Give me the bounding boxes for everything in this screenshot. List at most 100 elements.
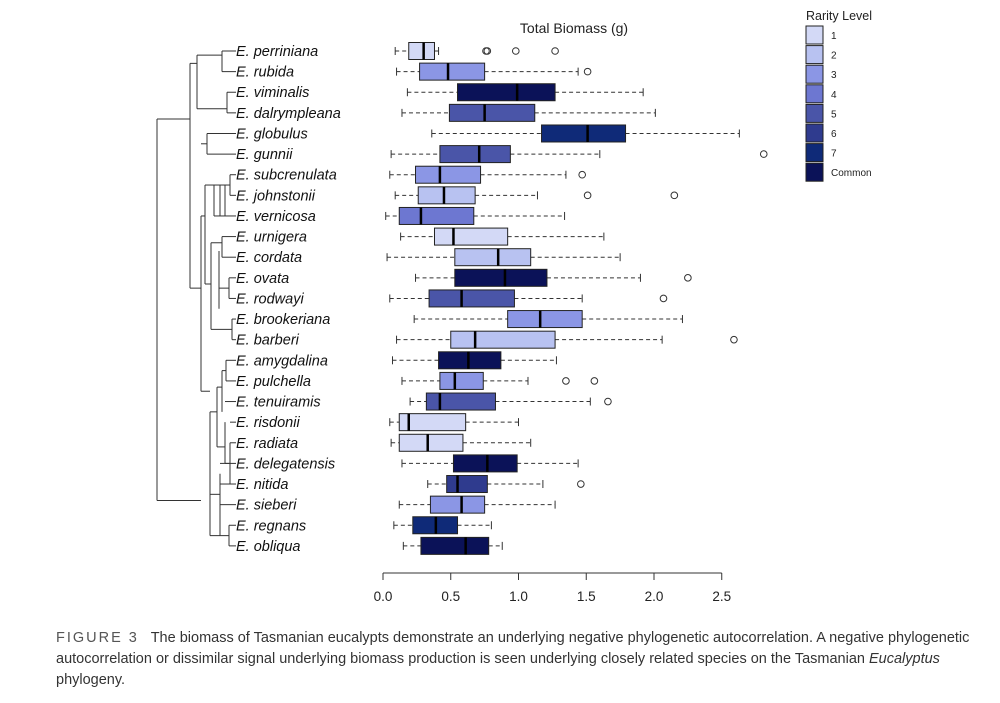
boxplot-e-cordata [386, 248, 621, 267]
boxplot-e-urnigera [400, 227, 605, 246]
boxplot-e-dalrympleana [401, 103, 656, 122]
box-iqr [457, 83, 556, 102]
box-iqr [541, 124, 627, 143]
species-label-e-vernicosa: E. vernicosa [236, 209, 316, 225]
boxplot-e-amygdalina [391, 351, 557, 370]
outlier-point [511, 47, 520, 55]
species-label-e-rodwayi: E. rodwayi [236, 291, 304, 307]
outlier-point [577, 480, 585, 488]
boxplot-e-pulchella [401, 371, 599, 390]
legend-swatch-5 [805, 103, 824, 123]
boxplot-e-brookeriana [413, 310, 683, 329]
species-label-e-brookeriana: E. brookeriana [236, 312, 330, 328]
species-label-e-regnans: E. regnans [236, 518, 306, 534]
boxplot-e-viminalis [406, 83, 644, 102]
outlier-point [578, 170, 586, 179]
legend-label-1: 1 [831, 31, 837, 42]
outlier-point [590, 377, 599, 385]
legend-swatch-7 [805, 143, 824, 163]
boxplot-e-subcrenulata [389, 165, 586, 184]
species-label-e-pulchella: E. pulchella [236, 374, 311, 390]
legend-swatch-3 [805, 64, 824, 84]
box-iqr [408, 42, 435, 60]
outlier-point [562, 377, 570, 385]
species-label-e-amygdalina: E. amygdalina [236, 353, 328, 369]
figure-caption: FIGURE 3 The biomass of Tasmanian eucaly… [56, 628, 976, 691]
outlier-point [583, 191, 592, 200]
outlier-point [730, 335, 738, 344]
species-label-e-perriniana: E. perriniana [236, 44, 318, 60]
box-iqr [454, 268, 548, 287]
x-tick-label: 1.5 [577, 589, 596, 604]
box-iqr [452, 454, 518, 473]
x-tick-label: 2.0 [645, 589, 664, 604]
box-iqr [419, 62, 486, 81]
boxplot-e-regnans [393, 516, 492, 535]
boxplot-e-sieberi [398, 495, 556, 514]
x-axis: 0.0 0.5 1.0 1.5 2.0 2.5 [374, 572, 731, 604]
boxplot-e-globulus [431, 124, 740, 143]
boxplot-area [385, 42, 768, 555]
box-iqr [398, 413, 467, 432]
boxplot-e-risdonii [389, 413, 519, 432]
boxplot-e-gunnii [390, 145, 768, 164]
phylogeny-tree [156, 50, 236, 547]
boxplot-e-obliqua [402, 536, 503, 555]
box-iqr [454, 248, 532, 267]
legend-label-2: 2 [831, 51, 837, 62]
legend-title: Rarity Level [806, 9, 872, 23]
boxplot-e-vernicosa [385, 206, 566, 225]
legend-label-7: 7 [831, 149, 837, 160]
caption-italic: Eucalyptus [868, 651, 940, 667]
boxplot-e-rodwayi [389, 289, 668, 308]
box-iqr [433, 227, 509, 246]
legend-label-3: 3 [831, 70, 837, 81]
species-label-e-cordata: E. cordata [236, 250, 302, 266]
legend-swatch-4 [805, 84, 824, 104]
species-label-e-dalrympleana: E. dalrympleana [236, 106, 341, 122]
species-label-e-rubida: E. rubida [236, 65, 294, 81]
boxplot-e-nitida [427, 475, 585, 494]
box-iqr [438, 351, 502, 370]
box-iqr [446, 475, 488, 494]
x-tick-label: 0.0 [374, 589, 393, 604]
box-iqr [415, 165, 482, 184]
boxplot-e-barberi [396, 330, 738, 349]
legend-swatch-common [805, 162, 824, 182]
outlier-point [684, 274, 692, 282]
species-label-e-risdonii: E. risdonii [236, 415, 300, 431]
outlier-point [659, 294, 668, 303]
boxplot-e-perriniana [394, 42, 559, 60]
boxplot-e-delegatensis [401, 454, 579, 473]
caption-label: FIGURE 3 [56, 630, 139, 646]
species-label-e-obliqua: E. obliqua [236, 539, 301, 555]
box-iqr [420, 536, 490, 555]
legend: Rarity Level 1 2 3 4 5 6 7 Common [805, 9, 872, 182]
species-label-e-urnigera: E. urnigera [236, 230, 307, 246]
species-label-e-sieberi: E. sieberi [236, 498, 297, 514]
species-label-e-radiata: E. radiata [236, 436, 298, 452]
legend-label-4: 4 [831, 90, 837, 101]
box-iqr [507, 310, 583, 329]
caption-text: The biomass of Tasmanian eucalypts demon… [56, 630, 970, 667]
box-iqr [450, 330, 556, 349]
box-iqr [417, 186, 476, 205]
outlier-point [670, 191, 679, 200]
boxplot-e-rubida [396, 62, 592, 81]
box-iqr [425, 392, 496, 411]
boxplot-e-johnstonii [394, 186, 679, 205]
box-iqr [398, 206, 475, 225]
species-label-e-barberi: E. barberi [236, 333, 300, 349]
species-labels: E. perriniana E. rubida E. viminalis E. dal… [236, 44, 341, 555]
outlier-point [483, 47, 492, 55]
outlier-point [604, 397, 612, 406]
boxplot-e-ovata [415, 268, 692, 287]
outlier-point [583, 67, 592, 76]
boxplot-e-tenuiramis [409, 392, 612, 411]
caption-text-end: phylogeny. [56, 672, 126, 688]
box-iqr [428, 289, 515, 308]
species-label-e-globulus: E. globulus [236, 126, 308, 142]
species-label-e-viminalis: E. viminalis [236, 85, 309, 101]
legend-swatch-6 [805, 123, 824, 143]
species-label-e-tenuiramis: E. tenuiramis [236, 395, 321, 411]
